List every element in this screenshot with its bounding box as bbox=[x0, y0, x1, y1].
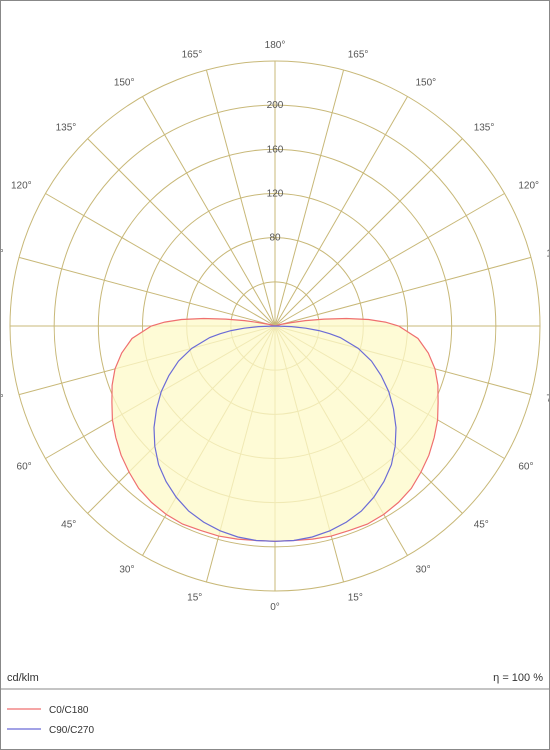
unit-label: cd/klm bbox=[7, 672, 39, 684]
svg-text:135°: 135° bbox=[56, 122, 77, 133]
svg-text:0°: 0° bbox=[270, 602, 280, 613]
svg-text:120°: 120° bbox=[11, 181, 32, 192]
svg-text:165°: 165° bbox=[348, 50, 369, 61]
svg-text:105°: 105° bbox=[546, 248, 549, 259]
svg-text:135°: 135° bbox=[474, 122, 495, 133]
svg-text:165°: 165° bbox=[182, 50, 203, 61]
svg-text:30°: 30° bbox=[119, 564, 134, 575]
svg-text:105°: 105° bbox=[1, 248, 4, 259]
svg-text:60°: 60° bbox=[17, 462, 32, 473]
svg-text:80: 80 bbox=[269, 233, 281, 244]
svg-text:75°: 75° bbox=[1, 394, 4, 405]
svg-text:15°: 15° bbox=[348, 592, 363, 603]
svg-text:120°: 120° bbox=[518, 181, 539, 192]
svg-text:120: 120 bbox=[267, 189, 284, 200]
efficiency-label: η = 100 % bbox=[493, 672, 543, 684]
svg-text:180°: 180° bbox=[265, 40, 286, 51]
svg-text:45°: 45° bbox=[61, 520, 76, 531]
svg-text:15°: 15° bbox=[187, 592, 202, 603]
svg-text:60°: 60° bbox=[518, 462, 533, 473]
svg-text:150°: 150° bbox=[416, 78, 437, 89]
svg-text:200: 200 bbox=[267, 100, 284, 111]
svg-text:75°: 75° bbox=[546, 394, 549, 405]
svg-text:30°: 30° bbox=[416, 564, 431, 575]
svg-text:160: 160 bbox=[267, 144, 284, 155]
svg-text:150°: 150° bbox=[114, 78, 135, 89]
legend-item-0: C0/C180 bbox=[49, 705, 89, 716]
legend-item-1: C90/C270 bbox=[49, 725, 94, 736]
svg-text:45°: 45° bbox=[474, 520, 489, 531]
